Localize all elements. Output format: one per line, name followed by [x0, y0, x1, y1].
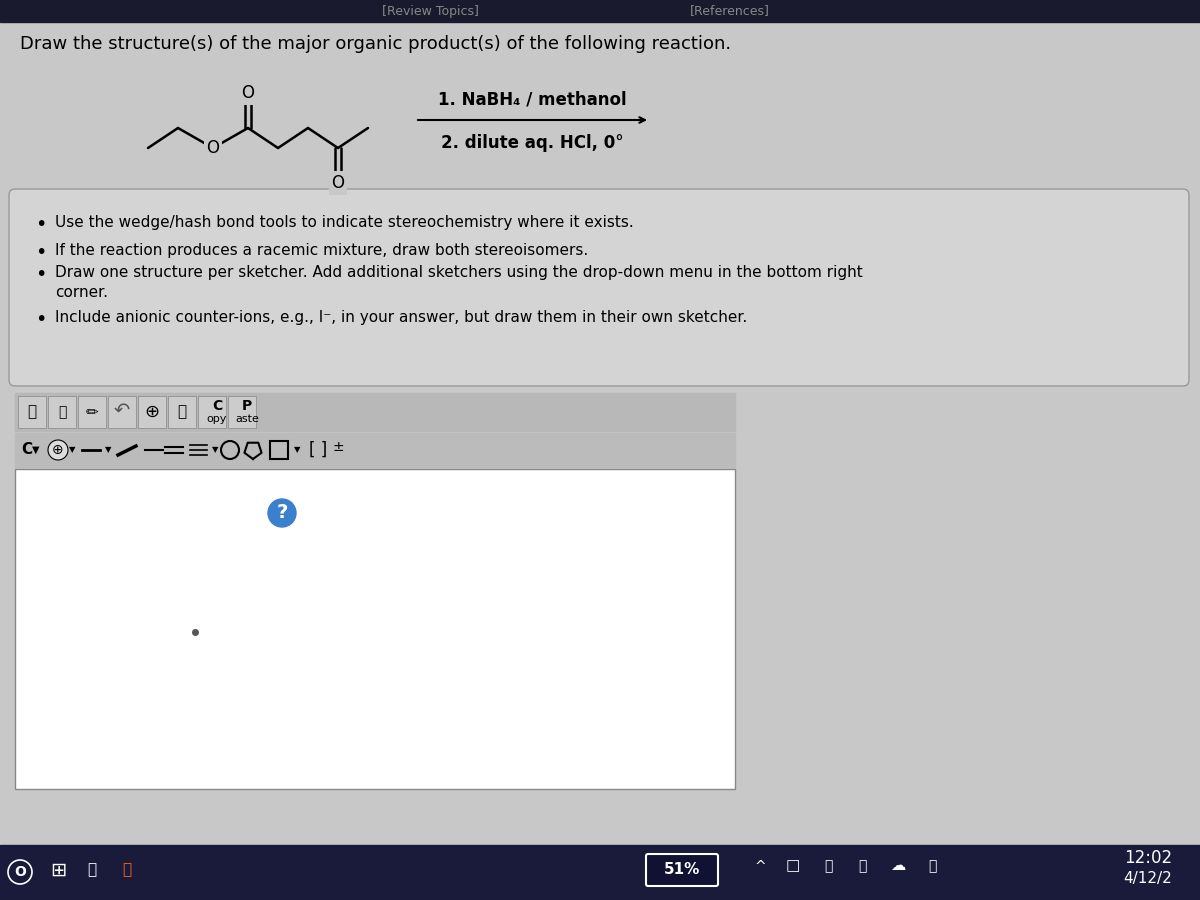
Text: 2. dilute aq. HCl, 0°: 2. dilute aq. HCl, 0°: [442, 134, 624, 152]
Text: aste: aste: [235, 414, 259, 424]
Bar: [138, 396, 166, 428]
Circle shape: [268, 499, 296, 527]
Text: •: •: [35, 265, 47, 284]
Bar: [14, 469, 734, 789]
Text: 📄: 📄: [58, 405, 66, 419]
Text: 📁: 📁: [88, 862, 96, 878]
Text: ?: ?: [276, 503, 288, 523]
Text: 🖐: 🖐: [28, 404, 36, 419]
Text: •: •: [35, 310, 47, 329]
Text: 🔥: 🔥: [122, 862, 132, 878]
FancyBboxPatch shape: [10, 189, 1189, 386]
Text: [References]: [References]: [690, 4, 770, 17]
Text: 🔊: 🔊: [858, 859, 866, 873]
Text: If the reaction produces a racemic mixture, draw both stereoisomers.: If the reaction produces a racemic mixtu…: [55, 243, 588, 258]
Text: O: O: [206, 139, 220, 157]
Text: 12:02: 12:02: [1124, 849, 1172, 867]
Text: 1. NaBH₄ / methanol: 1. NaBH₄ / methanol: [438, 91, 626, 109]
Text: ☁: ☁: [890, 859, 906, 874]
Text: [ ]: [ ]: [308, 441, 328, 459]
Bar: [198, 396, 226, 428]
Text: ▼: ▼: [211, 446, 218, 454]
Text: ⊕: ⊕: [144, 403, 160, 421]
Bar: [168, 396, 196, 428]
Text: ⊕: ⊕: [52, 443, 64, 457]
Text: 🔍: 🔍: [178, 404, 186, 419]
Text: ⊞: ⊞: [50, 860, 66, 879]
Text: O: O: [331, 174, 344, 192]
Bar: [0, 0, 1200, 22]
Text: ▼: ▼: [32, 445, 40, 455]
Text: Use the wedge/hash bond tools to indicate stereochemistry where it exists.: Use the wedge/hash bond tools to indicat…: [55, 215, 634, 230]
Text: ✏: ✏: [85, 404, 98, 419]
Text: ✊: ✊: [928, 859, 936, 873]
Text: 51%: 51%: [664, 862, 700, 878]
Text: ±: ±: [332, 440, 344, 454]
Text: ▼: ▼: [104, 446, 112, 454]
Text: 📶: 📶: [824, 859, 832, 873]
Bar: [14, 393, 734, 431]
Text: □: □: [786, 859, 800, 874]
Circle shape: [48, 440, 68, 460]
Text: corner.: corner.: [55, 285, 108, 300]
Text: O: O: [14, 865, 26, 879]
Text: 4/12/2: 4/12/2: [1123, 871, 1172, 886]
Text: Draw one structure per sketcher. Add additional sketchers using the drop-down me: Draw one structure per sketcher. Add add…: [55, 265, 863, 280]
Bar: [0, 845, 1200, 900]
Text: C: C: [22, 443, 32, 457]
Bar: [108, 396, 136, 428]
Text: O: O: [241, 84, 254, 102]
Bar: [270, 441, 288, 459]
Text: ↶: ↶: [114, 400, 130, 419]
FancyBboxPatch shape: [646, 854, 718, 886]
Text: C: C: [212, 399, 222, 413]
Text: P: P: [242, 399, 252, 413]
Bar: [78, 396, 106, 428]
Text: Draw the structure(s) of the major organic product(s) of the following reaction.: Draw the structure(s) of the major organ…: [20, 35, 731, 53]
Text: Include anionic counter-ions, e.g., I⁻, in your answer, but draw them in their o: Include anionic counter-ions, e.g., I⁻, …: [55, 310, 748, 325]
Text: ▼: ▼: [294, 446, 300, 454]
Text: •: •: [35, 215, 47, 234]
Text: ▼: ▼: [68, 446, 76, 454]
Text: opy: opy: [206, 414, 227, 424]
Bar: [48, 396, 76, 428]
Text: [Review Topics]: [Review Topics]: [382, 4, 479, 17]
Bar: [228, 396, 256, 428]
Bar: [14, 433, 734, 467]
Text: •: •: [35, 243, 47, 262]
Text: ^: ^: [754, 860, 766, 874]
Bar: [18, 396, 46, 428]
